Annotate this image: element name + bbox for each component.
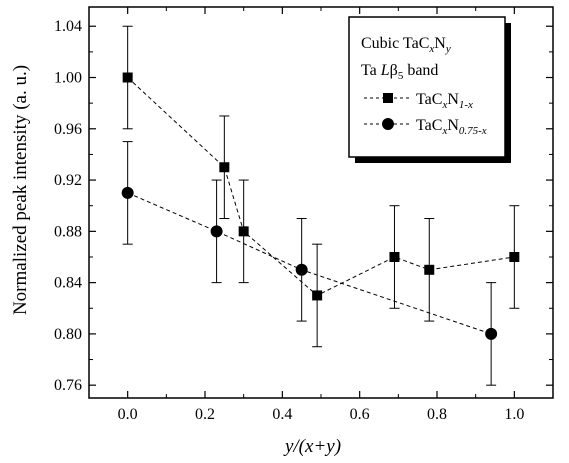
- x-axis-title-text: y/(x+y): [283, 436, 341, 457]
- x-axis-ticks: 0.0 0.2 0.4 0.6 0.8 1.0: [88, 7, 554, 423]
- y-tick-label: 0.88: [54, 223, 82, 240]
- data-point-circle: [295, 263, 308, 276]
- series-line-2: [127, 192, 492, 335]
- x-axis-title: y/(x+y): [283, 436, 341, 457]
- x-tick-label: 0.8: [427, 406, 447, 423]
- legend-title-line2: Ta Lβ5 band: [361, 62, 438, 82]
- data-point-square: [122, 72, 133, 83]
- data-point-circle: [121, 186, 134, 199]
- legend-box: [348, 16, 506, 158]
- data-point-square: [424, 264, 435, 275]
- y-axis-ticks: 0.76 0.80 0.84 0.88 0.92 0.96 1.00 1.04: [54, 18, 553, 394]
- svg-text:TaCxN0.75-x: TaCxN0.75-x: [416, 117, 487, 137]
- data-point-square: [389, 251, 400, 262]
- x-tick-label: 0.4: [272, 406, 292, 423]
- y-tick-label: 1.04: [54, 18, 82, 35]
- y-tick-label: 1.00: [54, 70, 82, 87]
- y-tick-label: 0.96: [54, 121, 82, 138]
- x-tick-label: 1.0: [504, 406, 524, 423]
- legend-item-series-1: TaCxN1-x: [364, 91, 473, 111]
- legend-title-line1: Cubic TaCxNy: [361, 35, 451, 55]
- x-tick-label: 0.0: [118, 406, 138, 423]
- legend-circle-marker: [382, 118, 394, 130]
- y-tick-label: 0.92: [54, 172, 82, 189]
- data-point-square: [312, 290, 323, 301]
- data-point-square: [509, 251, 520, 262]
- legend-square-marker: [383, 93, 393, 103]
- svg-text:TaCxN1-x: TaCxN1-x: [416, 91, 473, 111]
- data-point-square: [219, 162, 230, 173]
- legend-item-series-2: TaCxN0.75-x: [364, 117, 487, 137]
- legend: Cubic TaCxNy Ta Lβ5 band TaCxN1-x TaCxN0…: [348, 16, 511, 163]
- data-point-circle: [210, 225, 223, 238]
- y-tick-label: 0.84: [54, 275, 82, 292]
- y-axis-title: Normalized peak intensity (a. u.): [10, 65, 31, 315]
- data-point-circle: [485, 327, 498, 340]
- data-point-square: [238, 226, 249, 237]
- x-tick-label: 0.2: [195, 406, 215, 423]
- y-tick-label: 0.80: [54, 326, 82, 343]
- y-tick-label: 0.76: [54, 377, 82, 394]
- x-tick-label: 0.6: [350, 406, 370, 423]
- markers: [121, 72, 520, 340]
